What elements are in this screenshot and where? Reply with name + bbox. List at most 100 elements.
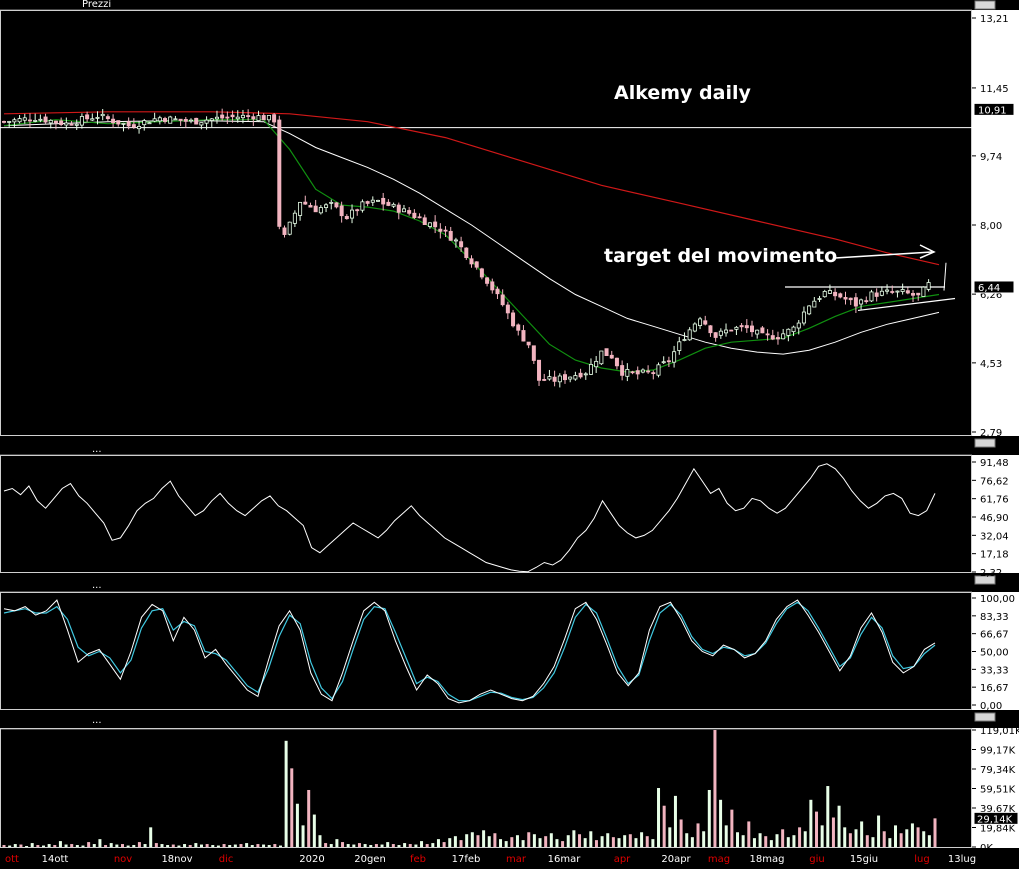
stoch-k-line [3,599,936,704]
pane-header-3 [0,712,1019,729]
volume-bar [346,844,350,847]
volume-bar [792,835,796,847]
candle-body [69,123,74,126]
candle-body [859,299,864,305]
volume-bar [448,838,452,847]
sma-slow-line [3,111,940,266]
candle-body [812,300,817,308]
candle-body [448,230,453,241]
volume-bar [628,834,632,847]
candle-body [12,119,17,123]
volume-bar [352,844,356,847]
candle-body [79,116,84,126]
volume-bar [651,839,655,847]
pane-control-button-0[interactable] [974,0,996,10]
candle-body [464,247,469,259]
volume-tick-label: 119,01K [980,726,1019,737]
volume-bar [312,814,316,847]
volume-bar [854,829,858,847]
stoch-tick-label: 0,00 [980,701,1002,712]
price-tick-label: 13,21 [980,14,1009,25]
volume-bar [81,845,85,847]
candle-body [381,197,386,205]
volume-pane-title: ... [92,715,102,726]
candle-body [401,208,406,213]
candle-body [750,325,755,333]
candle-body [204,119,209,124]
price-axis-panel [972,10,1019,436]
candle-body [926,282,931,290]
volume-bar [75,845,79,847]
candle-body [895,290,900,293]
candle-body [557,375,562,383]
volume-bar [769,840,773,847]
volume-bar [115,844,119,847]
volume-bar [882,831,886,847]
volume-bar [578,834,582,847]
volume-bar [741,835,745,847]
volume-bar [752,838,756,847]
candle-body [173,118,178,121]
candle-body [609,354,614,359]
volume-bar [673,795,677,847]
price-highlight-box [973,102,1015,116]
candle-body [438,228,443,232]
candle-body [427,222,432,227]
candle-body [412,212,417,218]
candle-body [230,114,235,118]
volume-bar [775,834,779,847]
candle-body [698,318,703,326]
volume-bar [561,841,565,847]
volume-bar [386,842,390,847]
trendline [857,297,956,312]
volume-bar [425,844,429,847]
candle-body [495,288,500,295]
volume-bar [515,835,519,847]
candle-body [22,117,27,121]
volume-bar [730,809,734,847]
candle-body [2,121,7,123]
volume-bar [758,833,762,847]
volume-bar [713,730,717,847]
volume-tick-label: 39,67K [980,804,1016,815]
candle-body [864,300,869,303]
volume-tick-label: 99,17K [980,746,1016,757]
price-highlight-box [973,280,1015,294]
candle-body [620,365,625,376]
price-tick-label: 6,26 [980,290,1002,301]
volume-bar [442,842,446,847]
volume-bar [594,840,598,847]
volume-bar [64,844,68,847]
candle-body [916,292,921,296]
rsi-axis-panel [972,455,1019,573]
target-annotation: target del movimento [604,245,837,267]
pane-control-button-3[interactable] [974,712,996,722]
candle-body [126,121,131,127]
candle-body [251,116,256,120]
volume-bar [532,834,536,847]
candle-body [298,201,303,216]
candle-body [292,212,297,224]
stoch-tick-label: 16,67 [980,683,1009,694]
candle-body [256,115,261,121]
candle-body [516,324,521,331]
candle-body [781,333,786,340]
vol-pane-border [0,728,972,848]
volume-bar [837,805,841,847]
volume-bar [284,740,288,847]
x-axis-label: 13lug [948,854,976,865]
x-axis-label: giu [809,854,824,865]
pane-control-button-1[interactable] [974,438,996,448]
volume-tick-label: 79,34K [980,765,1016,776]
candle-body [573,375,578,380]
candle-body [853,297,858,307]
volume-bar [815,811,819,847]
candle-body [474,261,479,268]
volume-bar [781,829,785,847]
pane-control-button-2[interactable] [974,575,996,585]
x-axis-label: 2020 [299,854,324,865]
candle-body [588,364,593,375]
candle-body [640,369,645,373]
volume-bar [25,846,29,848]
volume-bar [228,845,232,847]
